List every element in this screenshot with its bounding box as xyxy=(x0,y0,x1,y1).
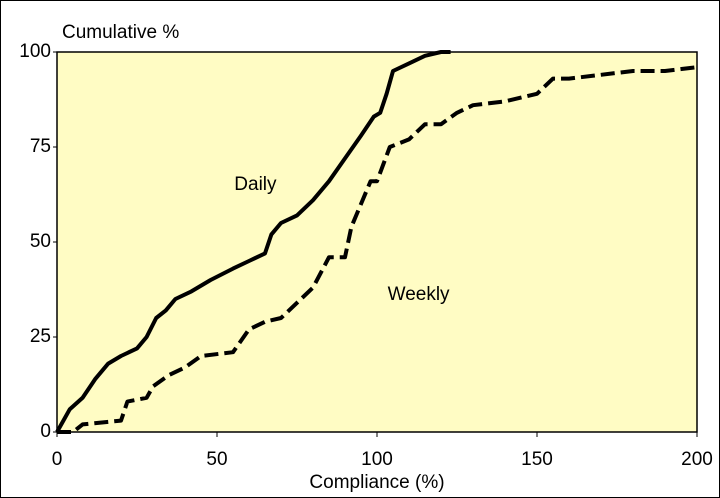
y-axis-label: Cumulative % xyxy=(62,22,179,43)
annotation: Weekly xyxy=(388,284,450,305)
y-tick-label: 25 xyxy=(30,326,51,347)
x-tick-label: 100 xyxy=(361,449,393,470)
x-tick-label: 50 xyxy=(206,449,227,470)
x-tick-label: 150 xyxy=(521,449,553,470)
annotation: Daily xyxy=(234,174,277,195)
plot-area xyxy=(56,51,698,433)
x-tick-label: 200 xyxy=(681,449,713,470)
y-tick-label: 50 xyxy=(30,231,51,252)
y-tick-label: 0 xyxy=(40,421,51,442)
y-tick-label: 100 xyxy=(19,41,51,62)
y-tick-label: 75 xyxy=(30,136,51,157)
x-axis-label: Compliance (%) xyxy=(309,472,444,493)
line-daily xyxy=(55,50,451,433)
line-weekly xyxy=(57,65,698,434)
x-tick-label: 0 xyxy=(52,449,63,470)
